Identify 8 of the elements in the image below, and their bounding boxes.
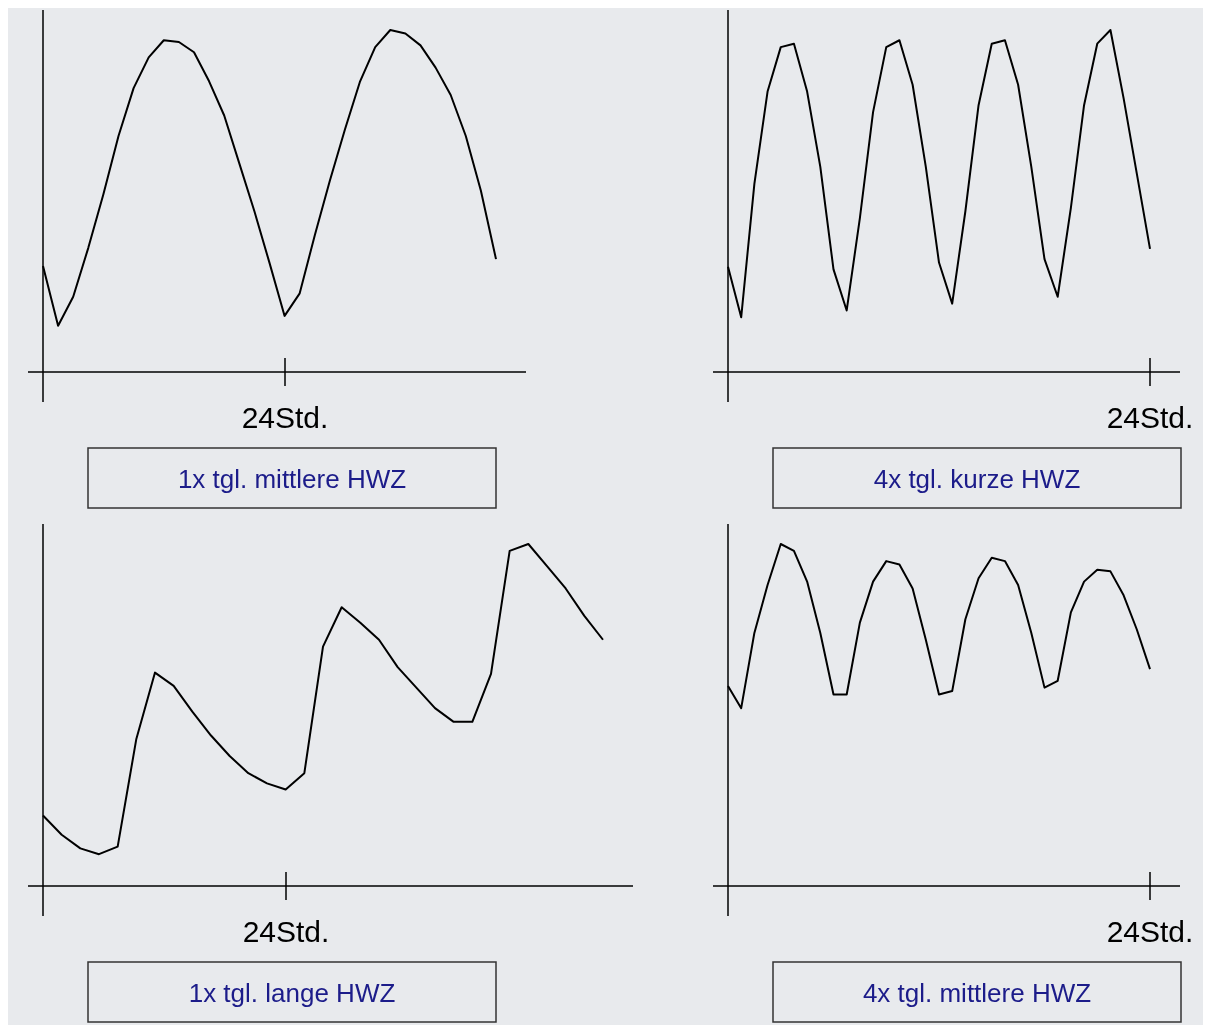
text: 24Std. [1106,915,1194,948]
text: 24Std. [241,401,329,434]
text: 24Std. [242,915,330,948]
text: 24Std. [1106,401,1194,434]
text: 4x tgl. kurze HWZ [873,464,1081,494]
text: 1x tgl. mittlere HWZ [177,464,407,494]
text: 1x tgl. lange HWZ [188,978,396,1008]
text: 4x tgl. mittlere HWZ [862,978,1092,1008]
